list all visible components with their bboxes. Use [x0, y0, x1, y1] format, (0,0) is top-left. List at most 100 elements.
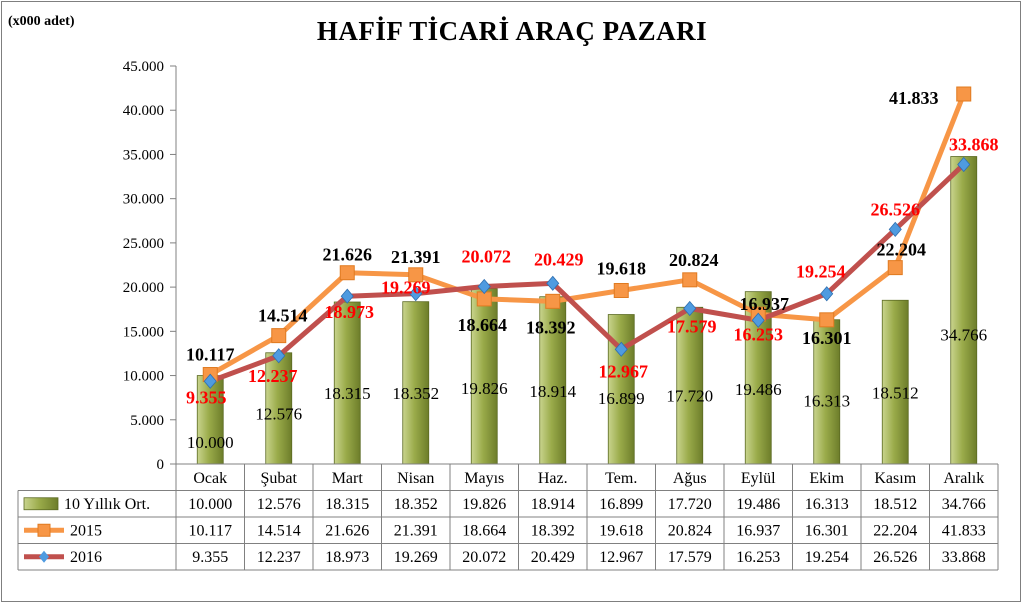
series-2015-value-label: 10.117 — [186, 345, 235, 365]
table-value: 18.914 — [531, 496, 575, 513]
bar — [813, 319, 841, 465]
series-2016-marker — [340, 288, 354, 304]
legend-series-name: 2016 — [70, 549, 102, 566]
bar-value-label: 16.313 — [803, 391, 850, 410]
table-value: 20.429 — [531, 549, 575, 566]
table-value: 18.512 — [873, 496, 917, 513]
table-value: 18.664 — [462, 522, 506, 539]
series-2016-value-label: 17.579 — [667, 317, 717, 337]
series-2015-marker — [545, 293, 561, 309]
series-2016-marker — [751, 312, 765, 328]
series-2016-value-label: 9.355 — [186, 387, 227, 407]
series-2015-value-label: 20.824 — [669, 250, 719, 270]
table-value: 16.313 — [805, 496, 849, 513]
series-2016-value-label: 19.269 — [381, 278, 431, 298]
table-value: 16.937 — [736, 522, 780, 539]
bar-value-label: 18.352 — [392, 384, 439, 403]
series-2015-marker — [956, 86, 972, 102]
category-label: Kasım — [874, 470, 916, 487]
series-2016-marker — [683, 300, 697, 317]
series-2016-value-label: 12.237 — [248, 366, 298, 386]
series-2016-marker — [888, 221, 902, 238]
bar-value-label: 16.899 — [598, 389, 645, 408]
category-label: Şubat — [261, 470, 298, 487]
table-value: 12.237 — [257, 549, 301, 566]
series-2016-value-label: 20.072 — [462, 246, 512, 266]
table-value: 21.391 — [394, 522, 438, 539]
table-value: 19.618 — [599, 522, 643, 539]
series-2016-marker — [546, 275, 560, 291]
legend-series-name: 10 Yıllık Ort. — [64, 496, 150, 513]
y-tick-label: 30.000 — [123, 192, 164, 208]
bar — [470, 288, 498, 465]
bar-value-label: 18.512 — [872, 384, 919, 403]
bar-value-label: 17.720 — [666, 386, 713, 405]
series-2015-marker — [887, 260, 903, 276]
category-label: Ocak — [193, 470, 227, 487]
legend-key-marker — [37, 523, 51, 537]
table-value: 10.117 — [189, 522, 232, 539]
series-2015-value-label: 21.391 — [391, 247, 441, 267]
table-value: 26.526 — [873, 549, 917, 566]
category-label: Aralık — [943, 470, 984, 487]
series-2016-value-label: 18.973 — [325, 302, 375, 322]
series-2015-marker — [613, 282, 629, 298]
y-tick-label: 35.000 — [123, 147, 164, 163]
category-label: Mart — [332, 470, 364, 487]
bar — [881, 299, 909, 465]
y-tick-label: 5.000 — [130, 413, 164, 429]
table-value: 14.514 — [257, 522, 301, 539]
table-value: 20.072 — [462, 549, 506, 566]
table-value: 19.254 — [805, 549, 849, 566]
series-2015-value-label: 21.626 — [323, 245, 373, 265]
bar-value-label: 19.486 — [735, 380, 782, 399]
bar-value-label: 10.000 — [187, 433, 234, 452]
series-2015-marker — [819, 312, 835, 328]
table-value: 16.301 — [805, 522, 849, 539]
table-value: 19.269 — [394, 549, 438, 566]
table-value: 34.766 — [942, 496, 986, 513]
series-2016-marker — [477, 278, 491, 295]
table-value: 18.315 — [325, 496, 369, 513]
bar-value-label: 12.576 — [255, 405, 302, 424]
series-2015-value-label: 18.664 — [458, 315, 508, 335]
bar — [539, 296, 567, 465]
unit-label: (x000 adet) — [8, 14, 75, 29]
series-2015-value-label: 16.937 — [740, 294, 790, 314]
bar-value-label: 34.766 — [940, 326, 987, 345]
table-value: 19.486 — [736, 496, 780, 513]
table-value: 41.833 — [942, 522, 986, 539]
table-value: 18.973 — [325, 549, 369, 566]
series-2015-marker — [271, 328, 287, 344]
y-tick-label: 40.000 — [123, 103, 164, 119]
series-2016-marker — [272, 348, 286, 364]
y-tick-label: 0 — [157, 457, 165, 473]
category-label: Nisan — [397, 470, 434, 487]
y-tick-label: 15.000 — [123, 324, 164, 340]
legend-key-marker — [39, 550, 49, 563]
bar — [402, 301, 430, 465]
series-2016-value-label: 12.967 — [599, 361, 649, 381]
y-tick-label: 20.000 — [123, 280, 164, 296]
category-label: Mayıs — [464, 470, 504, 487]
legend-key-bar — [23, 497, 59, 511]
series-2016-marker — [614, 341, 628, 357]
series-2015-marker — [339, 265, 355, 281]
table-value: 18.352 — [394, 496, 438, 513]
table-value: 16.253 — [736, 549, 780, 566]
chart-title: HAFİF TİCARİ ARAÇ PAZARI — [316, 16, 708, 46]
category-label: Ağus — [673, 470, 707, 487]
table-value: 9.355 — [192, 549, 228, 566]
series-2015-marker — [408, 267, 424, 283]
series-2015-value-label: 14.514 — [258, 306, 308, 326]
table-value: 19.826 — [462, 496, 506, 513]
y-tick-label: 25.000 — [123, 236, 164, 252]
bar-value-label: 19.826 — [461, 379, 508, 398]
series-2016-marker — [820, 286, 834, 302]
series-2016-marker — [957, 156, 971, 173]
table-value: 21.626 — [325, 522, 369, 539]
category-label: Eylül — [741, 470, 776, 487]
bar — [196, 375, 224, 465]
